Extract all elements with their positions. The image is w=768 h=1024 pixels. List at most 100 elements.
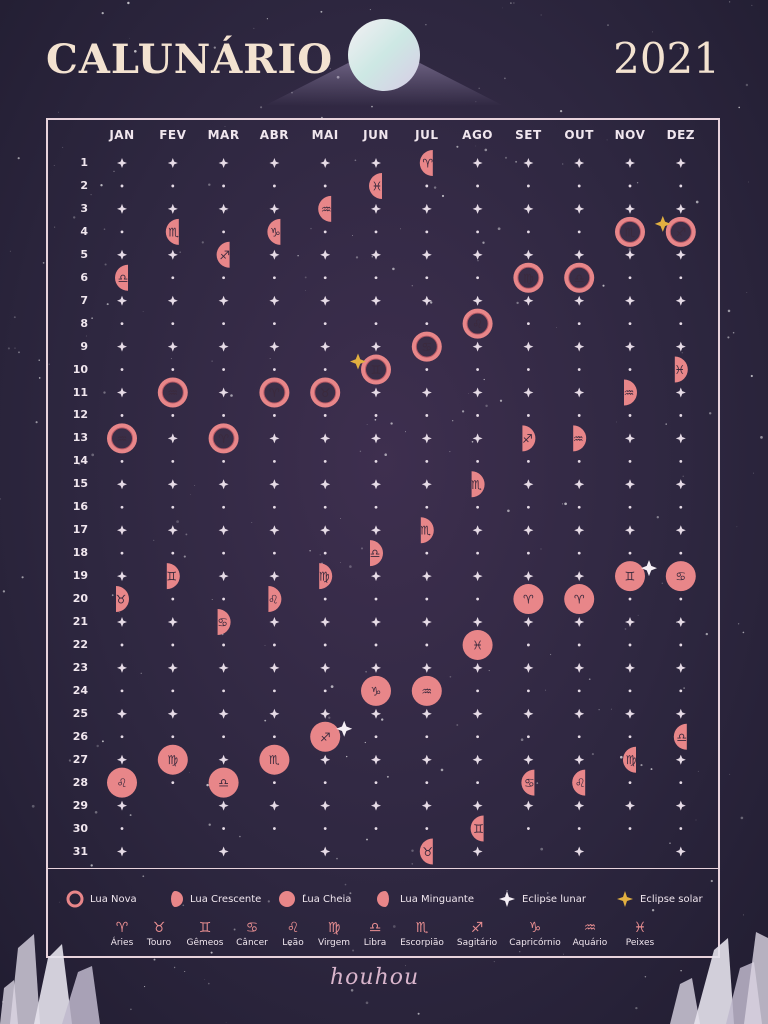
- day-star-marker: [117, 479, 127, 490]
- star-dot: [106, 303, 109, 306]
- zodiac-symbol-icon: ♑: [528, 920, 542, 936]
- star-dot: [676, 131, 677, 133]
- day-star-marker: [675, 617, 686, 627]
- moon-phase-minguante: ♌: [572, 769, 586, 796]
- day-dot-marker: [374, 322, 378, 326]
- day-dot-marker: [222, 322, 226, 326]
- star-dot: [309, 550, 311, 552]
- star-dot: [230, 394, 233, 397]
- day-dot-marker: [679, 414, 683, 417]
- day-star-marker: [371, 203, 381, 214]
- day-dot-marker: [374, 643, 378, 647]
- star-dot: [210, 951, 213, 954]
- day-star-marker: [167, 341, 178, 352]
- day-number: 12: [72, 408, 88, 422]
- star-dot: [695, 819, 697, 821]
- zodiac-sign-icon: ♎: [218, 776, 229, 790]
- star-dot: [62, 146, 64, 148]
- star-dot: [371, 255, 374, 258]
- day-dot-marker: [577, 735, 581, 739]
- day-star-marker: [421, 387, 432, 398]
- moon-phase-minguante: ♒: [318, 195, 332, 222]
- legend-lua-nova: Lua Nova: [66, 890, 137, 908]
- zodiac-sign-icon: ♉: [320, 386, 331, 400]
- day-star-marker: [574, 249, 585, 260]
- day-dot-marker: [273, 276, 276, 280]
- day-dot-marker: [628, 368, 632, 371]
- day-star-marker: [625, 295, 635, 306]
- day-star-marker: [574, 846, 585, 857]
- zodiac-sign-icon: ♍: [319, 570, 330, 584]
- waxing-moon-icon: [166, 563, 180, 590]
- star-dot: [499, 399, 503, 402]
- day-star-marker: [675, 249, 686, 260]
- day-dot-marker: [120, 414, 124, 417]
- day-number: 6: [80, 270, 88, 284]
- day-dot-marker: [222, 184, 226, 188]
- star-dot: [729, 773, 731, 775]
- star-dot: [2, 590, 6, 593]
- zodiac-sign-icon: ♒: [167, 386, 178, 400]
- day-star-marker: [625, 341, 635, 352]
- star-dot: [386, 775, 389, 778]
- star-dot: [750, 374, 753, 378]
- day-star-marker: [218, 203, 229, 214]
- waning-moon-icon: [623, 746, 636, 773]
- day-star-marker: [625, 708, 635, 719]
- zodiac-name: Capricórnio: [509, 938, 561, 948]
- day-star-marker: [371, 754, 381, 765]
- star-dot: [211, 360, 213, 362]
- zodiac-legend-item: ♏ Escorpião: [392, 920, 452, 948]
- moon-phase-minguante: ♊: [470, 815, 484, 842]
- day-star-marker: [371, 708, 381, 719]
- star-dot: [349, 565, 352, 568]
- day-star-marker: [472, 249, 483, 260]
- day-number: 31: [72, 844, 88, 858]
- day-dot-marker: [171, 322, 175, 326]
- day-number: 28: [72, 775, 88, 789]
- day-star-marker: [421, 571, 432, 582]
- day-dot-marker: [222, 597, 226, 601]
- day-dot-marker: [577, 322, 581, 326]
- star-dot: [651, 909, 655, 912]
- star-dot: [133, 49, 137, 53]
- legend-eclipse-solar: Eclipse solar: [616, 890, 703, 908]
- day-star-marker: [371, 617, 381, 627]
- month-header: JAN: [109, 128, 135, 142]
- star-dot: [182, 904, 185, 907]
- day-dot-marker: [222, 689, 226, 693]
- moon-phase-cheia: ♊: [615, 561, 645, 592]
- day-star-marker: [523, 203, 534, 214]
- day-star-marker: [675, 203, 686, 214]
- star-dot: [504, 77, 506, 80]
- zodiac-legend-item: ♊ Gêmeos: [175, 920, 235, 948]
- day-star-marker: [117, 800, 127, 811]
- waxing-moon-icon: [217, 609, 231, 635]
- star-dot: [339, 562, 341, 564]
- star-dot: [38, 359, 40, 361]
- lunar-eclipse-star-icon: [499, 891, 515, 907]
- star-dot: [91, 453, 95, 457]
- day-number: 13: [72, 431, 88, 445]
- star-dot: [679, 47, 682, 50]
- zodiac-symbol-icon: ♎: [368, 920, 382, 936]
- day-star-marker: [523, 571, 534, 582]
- star-dot: [208, 982, 210, 985]
- star-dot: [305, 290, 306, 291]
- moon-phase-cheia: ♌: [107, 767, 137, 798]
- day-dot-marker: [628, 735, 632, 739]
- day-dot-marker: [628, 505, 632, 509]
- waning-moon-icon: [377, 891, 389, 907]
- full-moon-icon: [411, 675, 442, 706]
- zodiac-sign-icon: ♐: [320, 730, 331, 744]
- day-dot-marker: [425, 781, 429, 785]
- moon-phase-cheia: ♈: [513, 584, 544, 615]
- zodiac-name: Peixes: [625, 938, 655, 948]
- day-dot-marker: [222, 551, 226, 555]
- star-dot: [746, 291, 748, 293]
- day-star-marker: [117, 249, 127, 260]
- moon-phase-cheia: ♎: [208, 767, 239, 798]
- day-star-marker: [269, 800, 280, 811]
- day-dot-marker: [273, 689, 276, 693]
- zodiac-sign-icon: ♊: [625, 570, 636, 584]
